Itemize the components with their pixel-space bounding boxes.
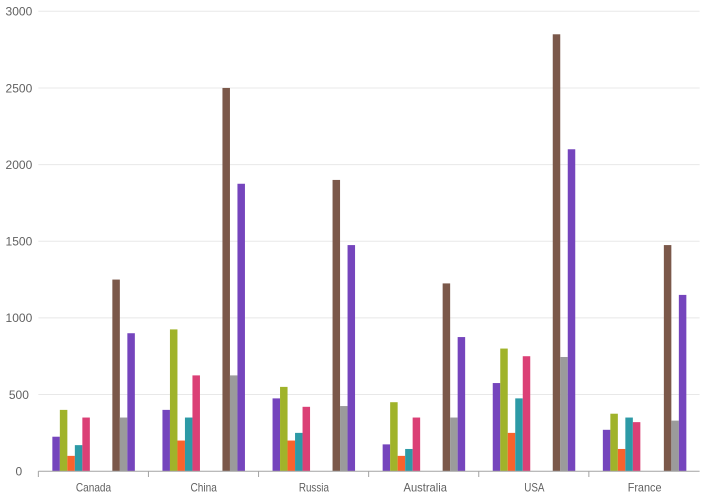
svg-text:France: France	[628, 481, 662, 495]
svg-text:Canada: Canada	[76, 481, 111, 495]
svg-text:500: 500	[9, 388, 29, 402]
svg-text:Russia: Russia	[299, 481, 329, 495]
svg-text:USA: USA	[524, 481, 544, 495]
svg-text:0: 0	[16, 465, 23, 479]
svg-text:Australia: Australia	[404, 481, 448, 495]
svg-text:2500: 2500	[6, 81, 33, 95]
svg-text:3000: 3000	[6, 5, 33, 19]
svg-text:China: China	[191, 481, 218, 495]
svg-text:1000: 1000	[6, 311, 33, 325]
svg-text:2000: 2000	[6, 158, 33, 172]
svg-text:1500: 1500	[6, 235, 33, 249]
